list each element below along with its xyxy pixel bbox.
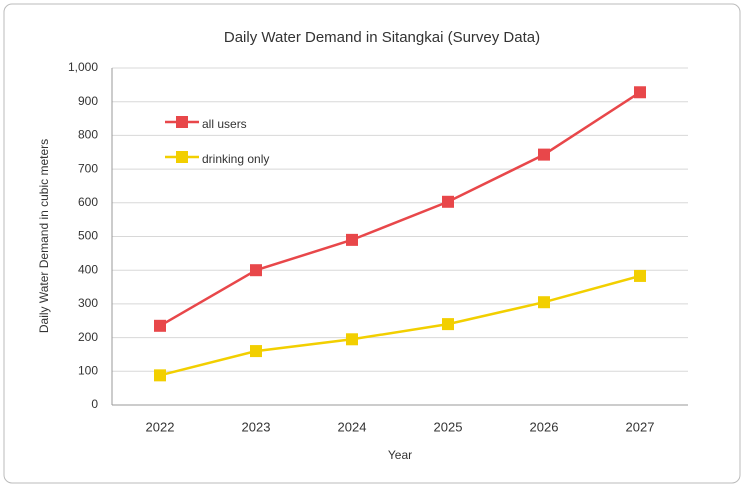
series-line bbox=[159, 91, 641, 327]
y-tick-label: 300 bbox=[78, 296, 98, 310]
y-tick-label: 900 bbox=[78, 94, 98, 108]
y-tick-label: 200 bbox=[78, 330, 98, 344]
data-point bbox=[538, 296, 550, 309]
y-tick-label: 400 bbox=[78, 262, 98, 276]
data-point bbox=[442, 318, 454, 331]
y-tick-label: 500 bbox=[78, 229, 98, 243]
x-tick-label: 2027 bbox=[626, 419, 655, 434]
x-tick-label: 2026 bbox=[530, 419, 559, 434]
data-point bbox=[634, 86, 646, 99]
y-tick-label: 0 bbox=[91, 397, 98, 411]
data-point bbox=[634, 269, 646, 282]
legend-label: all users bbox=[202, 117, 247, 131]
legend-marker bbox=[176, 116, 188, 128]
chart-title: Daily Water Demand in Sitangkai (Survey … bbox=[224, 29, 540, 46]
y-tick-label: 600 bbox=[78, 195, 98, 209]
y-tick-label: 1,000 bbox=[68, 60, 98, 74]
legend-label: drinking only bbox=[202, 152, 269, 166]
y-axis-label: Daily Water Demand in cubic meters bbox=[37, 139, 51, 333]
data-point bbox=[346, 233, 358, 246]
data-point bbox=[154, 319, 166, 332]
series-line bbox=[159, 274, 641, 377]
x-tick-label: 2025 bbox=[434, 419, 463, 434]
data-point bbox=[538, 148, 550, 161]
data-point bbox=[250, 264, 262, 277]
data-point bbox=[442, 195, 454, 208]
y-tick-label: 800 bbox=[78, 128, 98, 142]
data-point bbox=[346, 333, 358, 346]
data-point bbox=[250, 345, 262, 358]
legend-marker bbox=[176, 151, 188, 163]
x-axis-label: Year bbox=[388, 448, 412, 462]
x-tick-label: 2023 bbox=[242, 419, 271, 434]
chart-frame bbox=[3, 3, 741, 484]
y-tick-label: 700 bbox=[78, 161, 98, 175]
y-tick-label: 100 bbox=[78, 363, 98, 377]
x-tick-label: 2024 bbox=[338, 419, 367, 434]
x-tick-label: 2022 bbox=[146, 419, 175, 434]
data-point bbox=[154, 369, 166, 382]
